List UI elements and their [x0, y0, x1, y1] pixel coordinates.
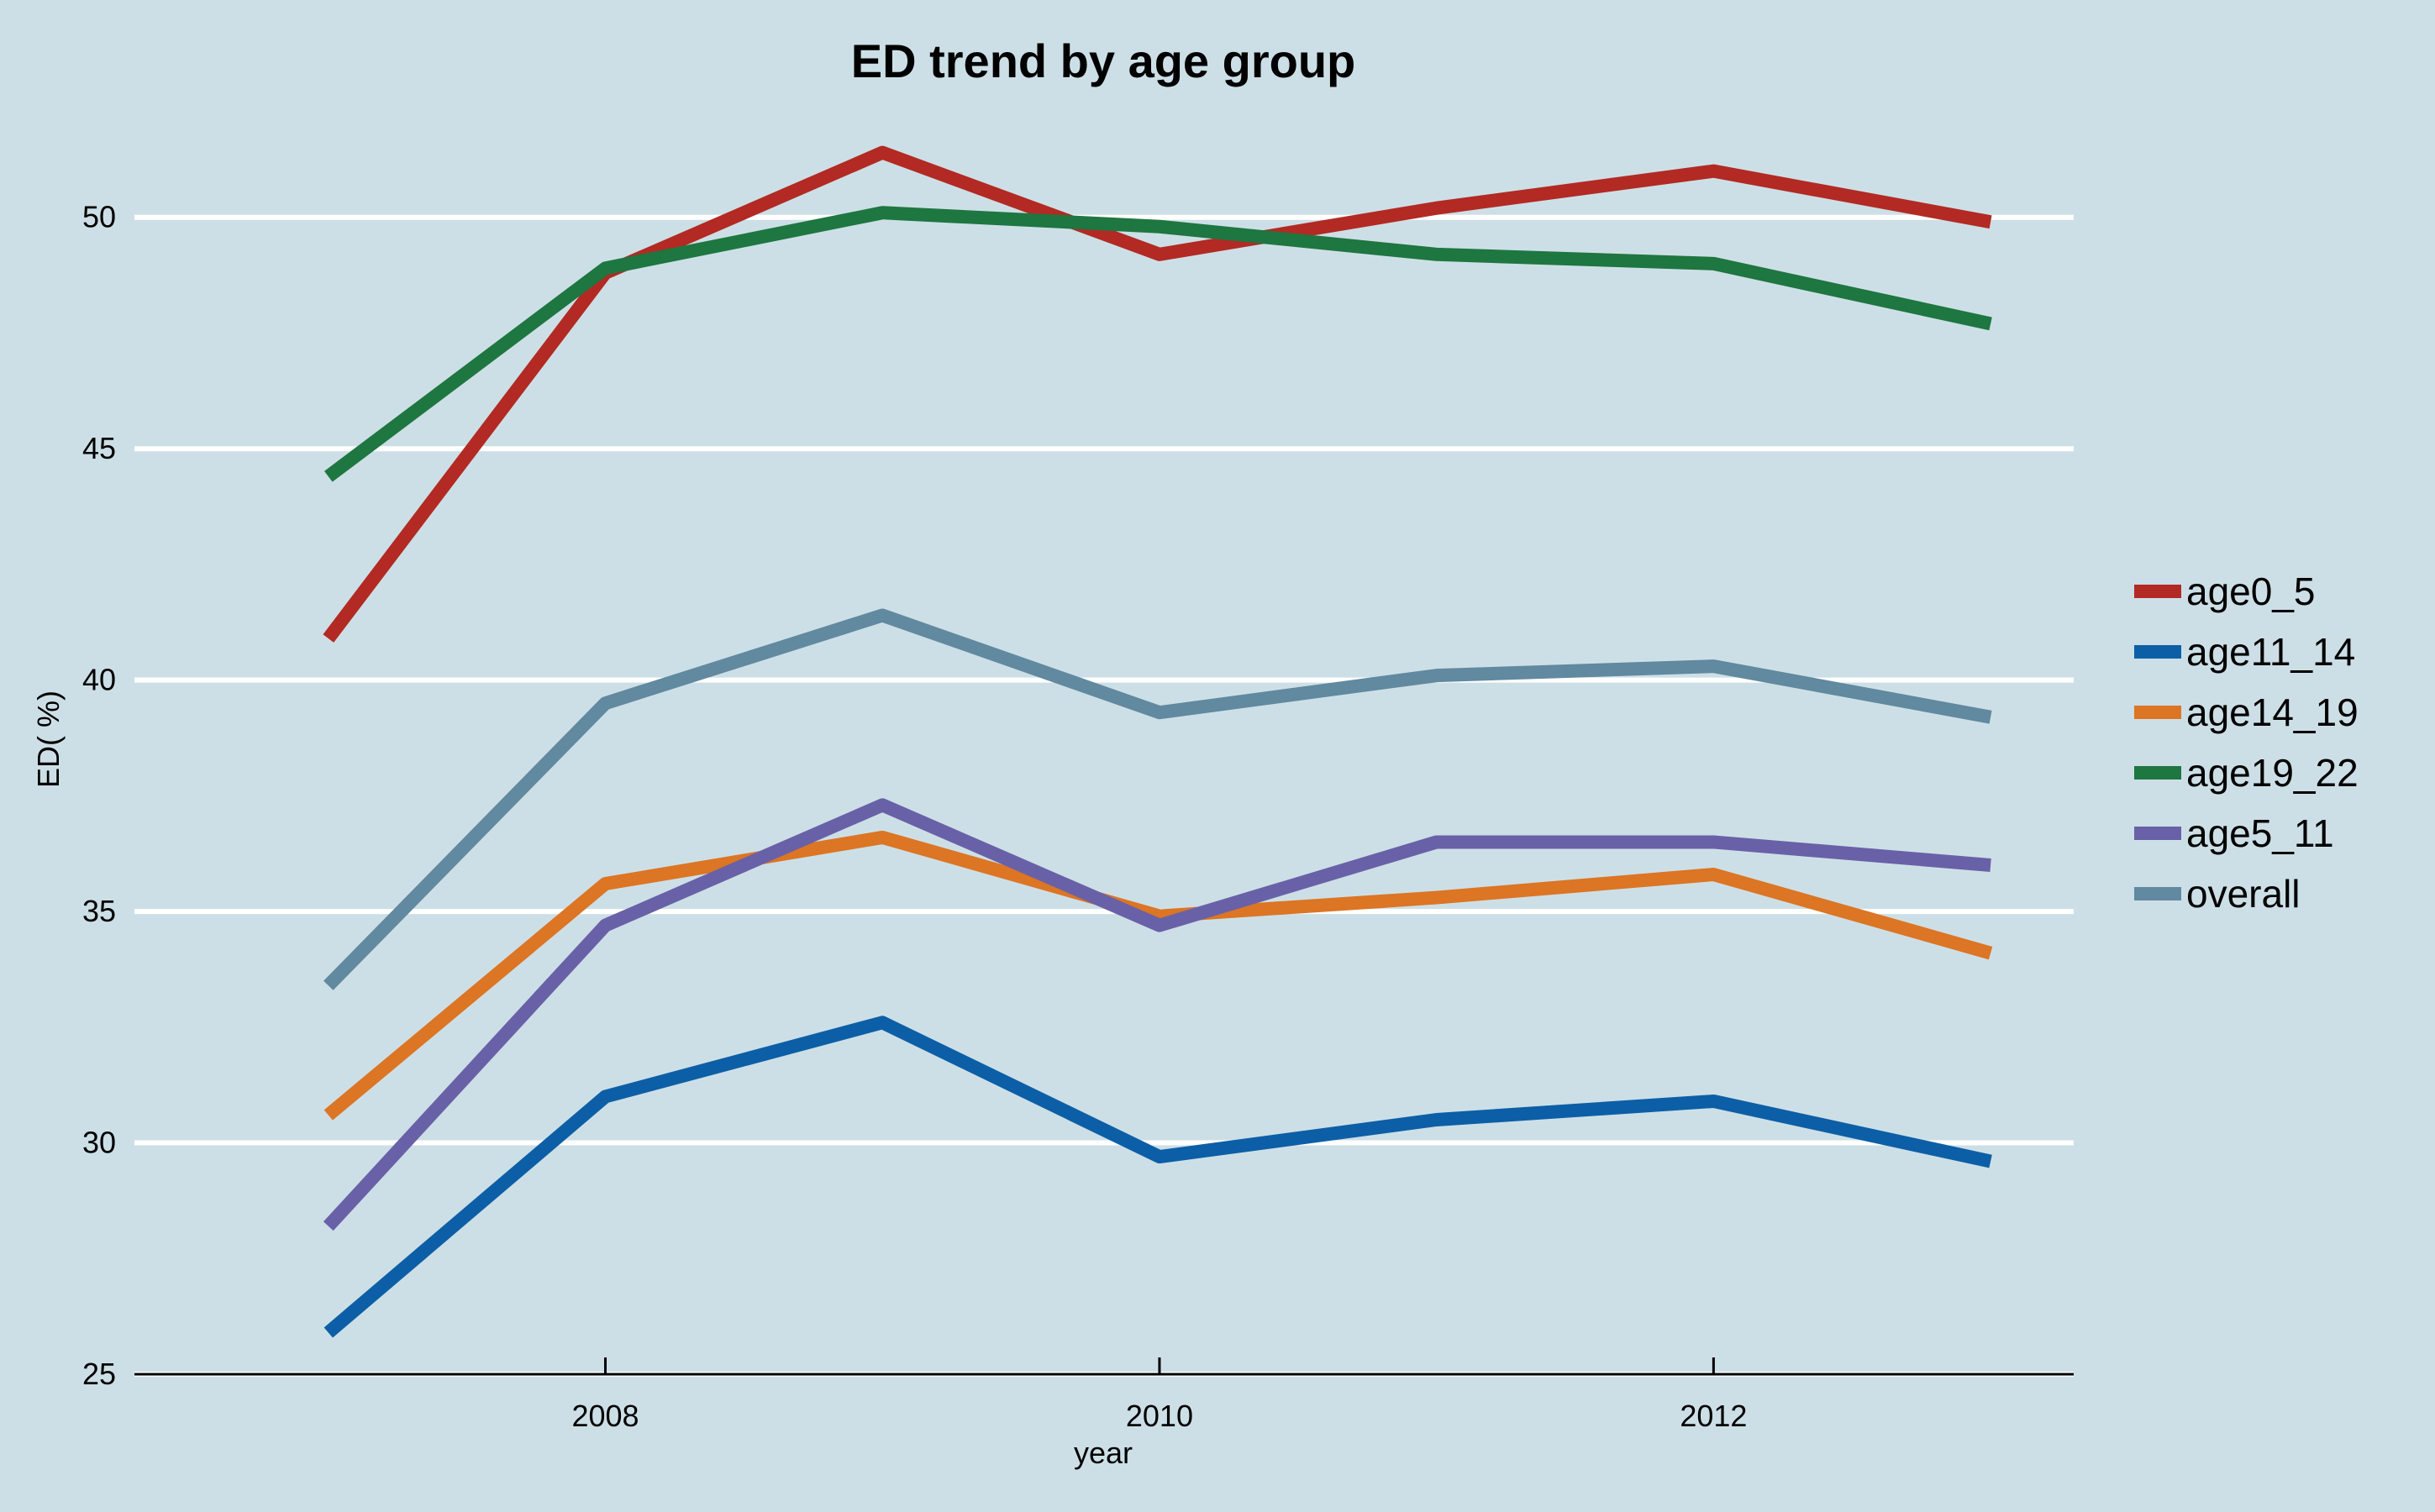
series-line-age19_22 [323, 206, 1992, 482]
series-line-age14_19 [323, 830, 1993, 1121]
series-line-age5_11 [323, 798, 1991, 1231]
x-axis-ticks: 2008 2010 2012 [571, 1357, 1747, 1433]
y-tick-label-25: 25 [82, 1357, 116, 1391]
legend-label-overall: overall [2186, 872, 2301, 916]
series-line-age11_14 [323, 1016, 1992, 1338]
x-tick-label-2010: 2010 [1126, 1399, 1193, 1433]
legend: age0_5 age11_14 age14_19 age19_22 age5_11ove… [2134, 570, 2359, 916]
x-axis-label: year [1074, 1436, 1133, 1470]
x-tick-label-2008: 2008 [571, 1399, 639, 1433]
y-tick-label-35: 35 [82, 894, 116, 928]
legend-label-age19_22: age19_22 [2186, 751, 2359, 795]
y-tick-label-45: 45 [82, 431, 116, 465]
y-tick-label-50: 50 [82, 200, 116, 234]
series-line-overall [323, 608, 1992, 990]
chart-title: ED trend by age group [851, 34, 1356, 87]
legend-label-age0_5: age0_5 [2186, 570, 2316, 613]
x-tick-label-2012: 2012 [1680, 1399, 1747, 1433]
y-axis-label: ED( %) [31, 690, 66, 788]
legend-label-age11_14: age11_14 [2186, 630, 2355, 674]
y-tick-label-30: 30 [82, 1126, 116, 1160]
series-lines [323, 145, 1993, 1338]
gridlines [134, 214, 2074, 1377]
y-tick-label-40: 40 [82, 663, 116, 697]
y-axis-ticks: 25 30 35 40 45 50 [82, 200, 116, 1391]
legend-label-age14_19: age14_19 [2186, 690, 2359, 734]
legend-label-age5_11: age5_11 [2186, 811, 2334, 855]
